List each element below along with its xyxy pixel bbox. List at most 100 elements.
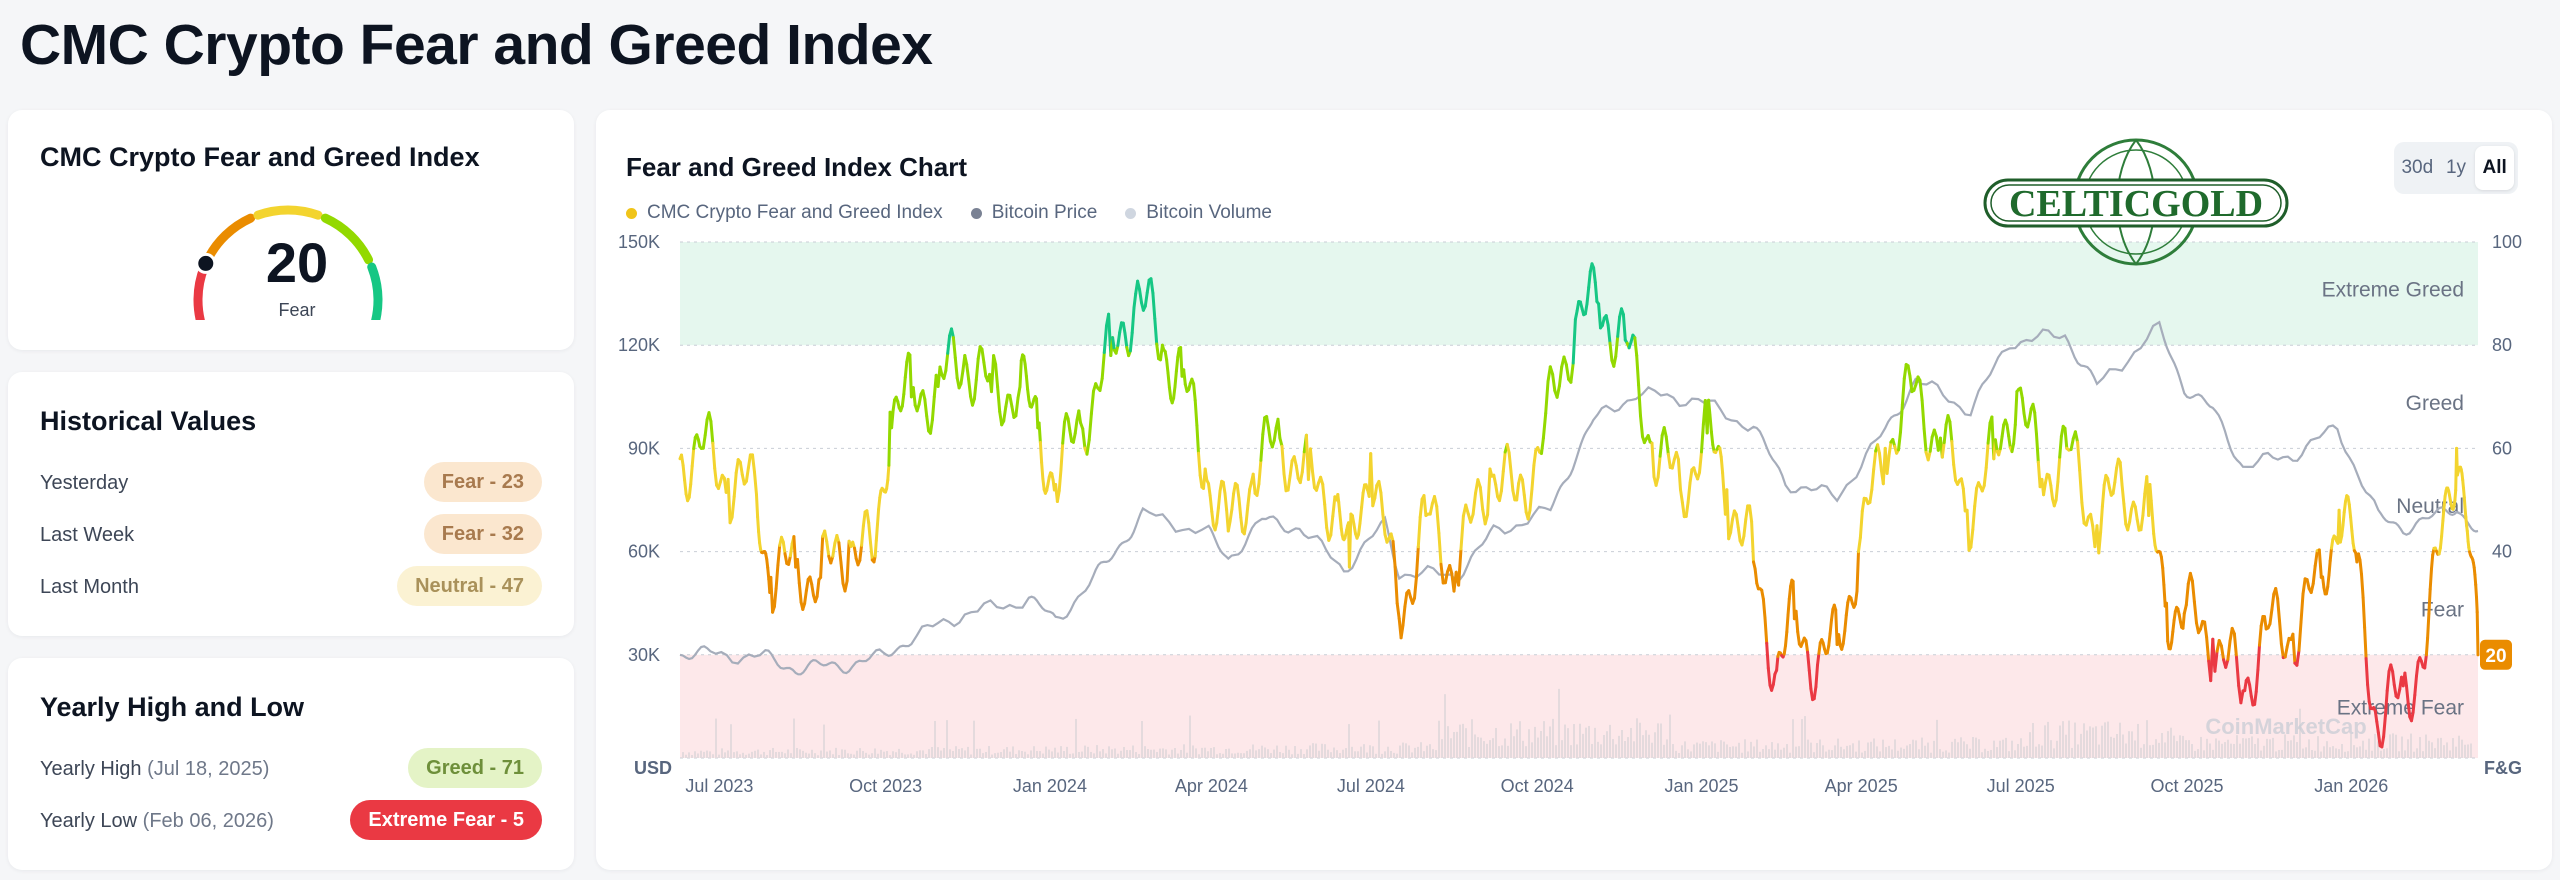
x-axis-tick: Apr 2024	[1175, 776, 1248, 796]
volume-bar	[1732, 746, 1734, 758]
volume-bar	[1792, 719, 1794, 758]
volume-bar	[1018, 750, 1020, 758]
volume-bar	[1834, 745, 1836, 758]
fear-greed-chart[interactable]: 30K 60K 90K 120K 150K 20 40 60 80 100 USD F&G Jul 20…	[596, 110, 2552, 870]
volume-bar	[2239, 743, 2241, 758]
fear-greed-segment	[1172, 385, 1177, 400]
fear-greed-segment	[1887, 440, 1893, 458]
fear-greed-segment	[1414, 545, 1420, 579]
volume-bar	[1525, 746, 1527, 758]
fear-greed-segment	[690, 447, 696, 468]
tab-30d[interactable]: 30d	[2401, 157, 2434, 178]
historical-row-yesterday: Yesterday Fear - 23	[40, 462, 542, 502]
fear-greed-segment	[1486, 467, 1492, 517]
volume-bar	[1489, 740, 1491, 758]
volume-bar	[1186, 752, 1188, 758]
volume-bar	[1543, 721, 1545, 758]
fear-greed-segment	[1587, 270, 1592, 289]
volume-bar	[2104, 722, 2106, 758]
volume-bar	[1735, 746, 1737, 758]
volume-bar	[1492, 738, 1494, 758]
fear-greed-segment	[825, 539, 831, 558]
fear-greed-segment	[1878, 451, 1883, 472]
volume-bar	[991, 754, 993, 758]
volume-bar	[1927, 742, 1929, 758]
fear-greed-segment	[2465, 529, 2470, 543]
yearly-low-date: (Feb 06, 2026)	[142, 810, 274, 832]
volume-bar	[1015, 754, 1017, 758]
volume-bar	[1774, 749, 1776, 758]
fear-greed-segment	[873, 539, 878, 558]
legend-item-index[interactable]: CMC Crypto Fear and Greed Index	[626, 202, 943, 224]
volume-bar	[2155, 739, 2157, 758]
volume-bar	[1231, 753, 1233, 758]
volume-bar	[1243, 753, 1245, 758]
volume-bar	[943, 747, 945, 758]
fear-greed-segment	[1422, 494, 1428, 517]
status-badge: Greed - 71	[408, 748, 542, 788]
fear-greed-segment	[1089, 389, 1095, 416]
volume-bar	[949, 749, 951, 758]
fear-greed-segment	[1633, 336, 1639, 357]
fear-greed-segment	[2013, 390, 2019, 427]
zone-label: Fear	[2421, 598, 2464, 621]
fear-greed-segment	[681, 463, 687, 482]
volume-bar	[1417, 746, 1419, 758]
fear-greed-segment	[2403, 671, 2408, 688]
fear-greed-segment	[1100, 351, 1106, 380]
volume-bar	[796, 747, 798, 758]
zone-label: Extreme Greed	[2322, 278, 2464, 301]
volume-bar	[2290, 740, 2292, 758]
volume-bar	[1693, 744, 1695, 758]
volume-bar	[2017, 743, 2019, 758]
fear-greed-segment	[1439, 562, 1445, 585]
fear-greed-segment	[701, 433, 707, 450]
volume-bar	[1429, 744, 1431, 758]
legend-item-bitcoin-volume[interactable]: Bitcoin Volume	[1125, 202, 1272, 224]
volume-bar	[1036, 750, 1038, 758]
volume-bar	[2107, 721, 2109, 758]
fear-greed-segment	[1830, 607, 1835, 622]
historical-row-last-month: Last Month Neutral - 47	[40, 566, 542, 606]
tab-1y[interactable]: 1y	[2445, 157, 2467, 178]
volume-bar	[2143, 744, 2145, 758]
fear-greed-segment	[1308, 447, 1314, 473]
fear-greed-segment	[2279, 642, 2285, 660]
y-axis-right-unit: F&G	[2484, 758, 2522, 778]
volume-bar	[1159, 748, 1161, 758]
volume-bar	[1456, 731, 1458, 758]
volume-bar	[1561, 740, 1563, 758]
fear-greed-segment	[944, 351, 950, 373]
fear-greed-segment	[1635, 354, 1641, 387]
fear-greed-segment	[959, 369, 965, 386]
volume-bar	[856, 750, 858, 758]
volume-bar	[2341, 743, 2343, 758]
volume-bar	[1195, 748, 1197, 758]
fear-greed-segment	[890, 409, 895, 430]
volume-bar	[2005, 737, 2007, 758]
volume-bar	[1408, 745, 1410, 758]
fear-greed-segment	[1300, 450, 1306, 474]
volume-bar	[1240, 753, 1242, 758]
volume-bar	[2449, 750, 2451, 758]
volume-bar	[1825, 751, 1827, 758]
volume-bar	[1687, 749, 1689, 758]
volume-bar	[2386, 748, 2388, 758]
tab-all[interactable]: All	[2475, 146, 2515, 190]
y-axis-right-tick: 40	[2492, 542, 2512, 562]
volume-bar	[763, 751, 765, 758]
gauge-needle-dot	[195, 252, 217, 274]
volume-bar	[2275, 751, 2277, 758]
fear-greed-segment	[1541, 411, 1548, 440]
legend-item-bitcoin-price[interactable]: Bitcoin Price	[970, 202, 1097, 224]
fear-greed-segment	[1073, 418, 1079, 435]
fear-greed-segment	[877, 496, 882, 511]
volume-bar	[2197, 749, 2199, 758]
volume-bar	[1639, 722, 1641, 758]
volume-bar	[2380, 750, 2382, 758]
fear-greed-segment	[2453, 488, 2458, 502]
volume-bar	[1297, 753, 1299, 758]
volume-bar	[1426, 745, 1428, 758]
volume-bar	[697, 753, 699, 758]
fear-greed-segment	[2301, 577, 2307, 596]
